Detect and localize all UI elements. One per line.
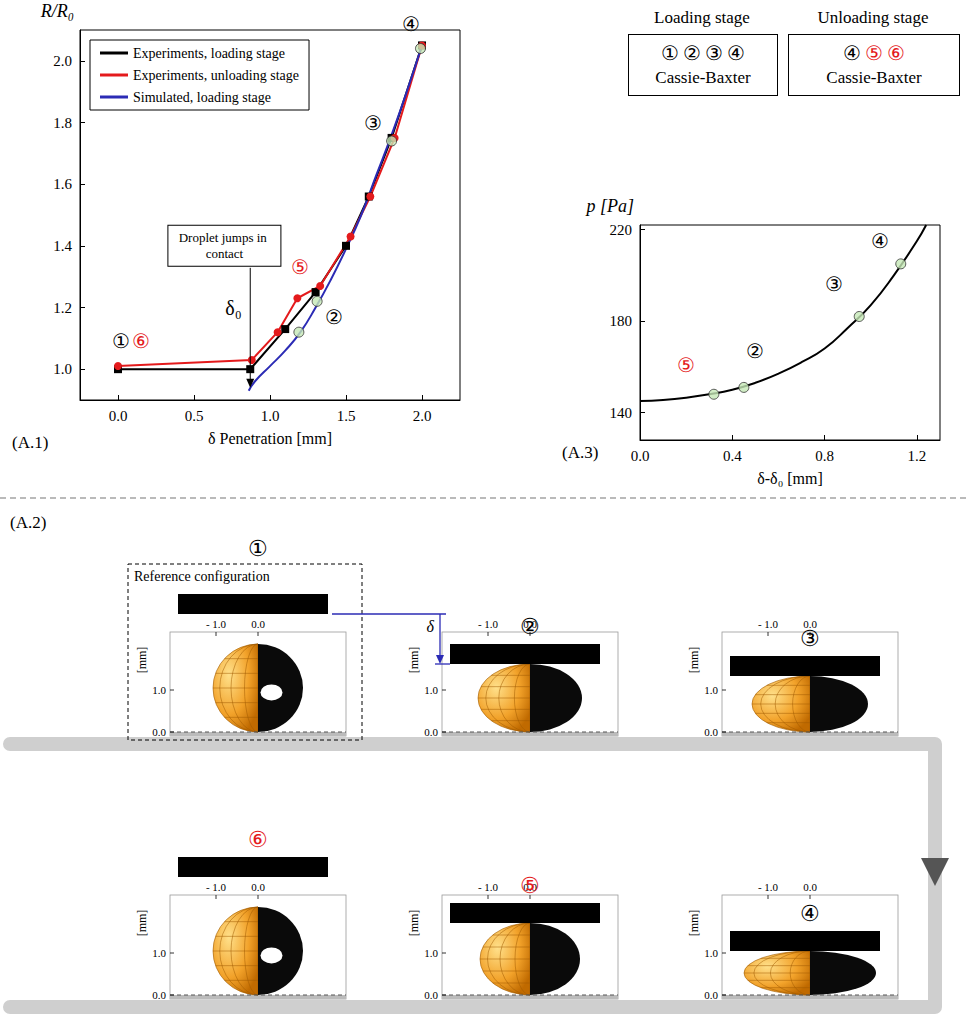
svg-text:④: ④ — [800, 901, 820, 926]
svg-text:2.0: 2.0 — [413, 408, 432, 424]
svg-text:1.0: 1.0 — [424, 947, 438, 959]
svg-text:[mm]: [mm] — [407, 910, 421, 937]
svg-text:1.5: 1.5 — [337, 408, 356, 424]
svg-text:0.5: 0.5 — [185, 408, 204, 424]
svg-text:0.0: 0.0 — [803, 618, 817, 630]
svg-text:contact: contact — [206, 246, 244, 261]
html-text:① ② ③ ④: ① ② ③ ④ — [661, 42, 745, 64]
svg-text:δ Penetration [mm]: δ Penetration [mm] — [208, 430, 332, 447]
svg-text:0.0: 0.0 — [251, 618, 265, 630]
svg-text:⑤: ⑤ — [677, 354, 695, 376]
svg-text:0.0: 0.0 — [523, 881, 537, 893]
html-text:Unloading stage: Unloading stage — [817, 8, 929, 27]
svg-text:0.0: 0.0 — [631, 448, 650, 464]
svg-text:0.0: 0.0 — [109, 408, 128, 424]
svg-text:- 1.0: - 1.0 — [758, 618, 779, 630]
svg-text:0.0: 0.0 — [523, 618, 537, 630]
svg-text:1.0: 1.0 — [261, 408, 280, 424]
svg-text:2.0: 2.0 — [53, 53, 72, 69]
svg-text:⑤: ⑤ — [520, 873, 540, 898]
html-text:Loading stage: Loading stage — [654, 8, 750, 27]
svg-text:- 1.0: - 1.0 — [206, 618, 227, 630]
svg-text:Reference configuration: Reference configuration — [134, 569, 270, 584]
svg-text:1.0: 1.0 — [704, 684, 718, 696]
svg-text:②: ② — [520, 614, 540, 639]
svg-text:④: ④ — [871, 230, 889, 252]
svg-text:1.2: 1.2 — [908, 448, 927, 464]
svg-text:- 1.0: - 1.0 — [206, 881, 227, 893]
svg-text:③: ③ — [825, 273, 843, 295]
svg-text:1.0: 1.0 — [152, 947, 166, 959]
svg-text:(A.3): (A.3) — [562, 443, 598, 462]
svg-text:0.0: 0.0 — [803, 881, 817, 893]
svg-text:0.8: 0.8 — [815, 448, 834, 464]
svg-text:①: ① — [112, 330, 130, 352]
svg-text:0.0: 0.0 — [424, 989, 438, 1001]
svg-text:[mm]: [mm] — [687, 910, 701, 937]
svg-text:p [Pa]: p [Pa] — [584, 196, 634, 216]
svg-text:①: ① — [248, 536, 268, 561]
svg-text:0.0: 0.0 — [251, 881, 265, 893]
svg-text:1.0: 1.0 — [424, 684, 438, 696]
svg-text:③: ③ — [800, 626, 820, 651]
svg-text:- 1.0: - 1.0 — [758, 881, 779, 893]
svg-text:δ-δ₀ [mm]: δ-δ₀ [mm] — [757, 470, 823, 487]
svg-text:0.0: 0.0 — [704, 989, 718, 1001]
svg-text:④: ④ — [402, 13, 420, 35]
svg-text:②: ② — [746, 340, 764, 362]
svg-text:0.0: 0.0 — [152, 989, 166, 1001]
html-text:Cassie-Baxter: Cassie-Baxter — [655, 68, 751, 87]
svg-text:0.0: 0.0 — [704, 726, 718, 738]
svg-text:[mm]: [mm] — [135, 647, 149, 674]
svg-text:1.4: 1.4 — [53, 238, 72, 254]
svg-text:180: 180 — [610, 313, 633, 329]
svg-text:δ₀: δ₀ — [225, 297, 241, 319]
svg-text:1.6: 1.6 — [53, 176, 72, 192]
svg-text:⑥: ⑥ — [132, 330, 150, 352]
svg-text:- 1.0: - 1.0 — [478, 618, 499, 630]
svg-text:1.2: 1.2 — [53, 300, 72, 316]
svg-text:0.0: 0.0 — [424, 726, 438, 738]
svg-text:[mm]: [mm] — [407, 647, 421, 674]
svg-text:Experiments, loading stage: Experiments, loading stage — [133, 46, 285, 61]
svg-text:1.0: 1.0 — [704, 947, 718, 959]
svg-text:Droplet jumps in: Droplet jumps in — [179, 230, 270, 245]
html-text:Cassie-Baxter: Cassie-Baxter — [826, 68, 922, 87]
svg-text:0.4: 0.4 — [723, 448, 742, 464]
svg-text:⑥: ⑥ — [248, 827, 268, 852]
svg-text:②: ② — [325, 306, 343, 328]
svg-text:Experiments, unloading stage: Experiments, unloading stage — [133, 68, 299, 83]
svg-text:(A.2): (A.2) — [10, 513, 46, 532]
svg-text:140: 140 — [610, 405, 633, 421]
html-text:④ ⑤ ⑥: ④ ⑤ ⑥ — [843, 42, 905, 64]
svg-text:1.0: 1.0 — [152, 684, 166, 696]
svg-text:⑤: ⑤ — [291, 256, 309, 278]
svg-text:1.0: 1.0 — [53, 361, 72, 377]
svg-text:R/R₀: R/R₀ — [40, 1, 74, 21]
svg-text:δ: δ — [427, 618, 435, 635]
svg-text:③: ③ — [364, 112, 382, 134]
svg-text:Simulated, loading stage: Simulated, loading stage — [133, 90, 271, 105]
svg-text:0.0: 0.0 — [152, 726, 166, 738]
svg-text:- 1.0: - 1.0 — [478, 881, 499, 893]
svg-text:220: 220 — [610, 222, 633, 238]
svg-text:1.8: 1.8 — [53, 115, 72, 131]
svg-text:[mm]: [mm] — [135, 910, 149, 937]
svg-text:[mm]: [mm] — [687, 647, 701, 674]
svg-text:(A.1): (A.1) — [12, 433, 48, 452]
